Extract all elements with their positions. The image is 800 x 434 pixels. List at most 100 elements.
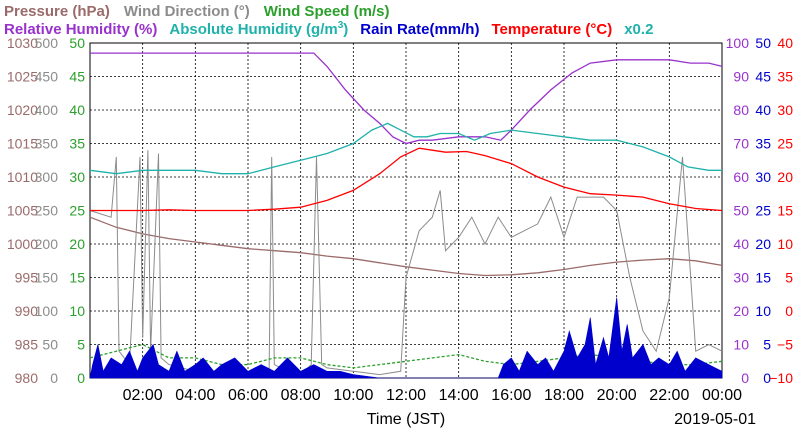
right-tick-relative-humidity: 20 [733,303,749,319]
legend: Pressure (hPa) Wind Direction (°) Wind Spe… [4,3,653,38]
left-tick-pressure: 985 [15,337,39,353]
x-tick-label: 02:00 [123,387,163,404]
x-tick-label: 14:00 [439,387,479,404]
left-tick-wind-direction: 500 [35,35,59,51]
right-tick-relative-humidity: 100 [726,35,750,51]
x-tick-label: 06:00 [228,387,268,404]
left-tick-wind-direction: 450 [35,69,59,85]
x-axis: 02:00 04:00 06:00 08:00 10:00 12:00 14:00 16:00… [123,387,756,428]
right-tick-rain-rate: 5 [763,337,771,353]
left-tick-wind-speed: 30 [69,169,85,185]
x-tick-label: 16:00 [491,387,531,404]
left-tick-wind-speed: 25 [69,203,85,219]
right-tick-relative-humidity: 50 [733,203,749,219]
series-temperature [90,147,723,212]
plot-area [89,52,723,379]
left-tick-wind-direction: 50 [42,337,58,353]
left-tick-pressure: 1020 [7,102,38,118]
right-tick-rain-rate: 30 [755,169,771,185]
left-tick-wind-direction: 150 [35,270,59,286]
right-tick-relative-humidity: 60 [733,169,749,185]
legend2-item-0: Relative Humidity (%) [4,21,157,38]
x-tick-label: 18:00 [544,387,584,404]
x-tick-label: 00:00 [702,387,742,404]
left-tick-pressure: 990 [15,303,39,319]
right-tick-rain-rate: 0 [763,370,771,386]
left-tick-wind-speed: 15 [69,270,85,286]
series-rain-rate [89,297,723,379]
right-tick-relative-humidity: 10 [733,337,749,353]
right-tick-relative-humidity: 90 [733,69,749,85]
left-tick-wind-direction: 200 [35,236,59,252]
x-axis-title: Time (JST) [367,411,446,428]
right-tick-rain-rate: 10 [755,303,771,319]
legend2-item-1: Absolute Humidity (g/m3) [169,20,348,38]
right-tick-temperature: 25 [777,136,793,152]
x-tick-label: 08:00 [281,387,321,404]
left-tick-wind-speed: 45 [69,69,85,85]
legend-item-1: Wind Direction (°) [124,3,250,20]
left-tick-wind-speed: 20 [69,236,85,252]
right-tick-temperature: 20 [777,169,793,185]
x-tick-label: 04:00 [175,387,215,404]
left-tick-pressure: 1015 [7,136,38,152]
legend2-item-2: Rain Rate(mm/h) [360,21,479,38]
right-tick-relative-humidity: 70 [733,136,749,152]
legend-item-2: Wind Speed (m/s) [264,3,390,20]
series-absolute-humidity-x0-2 [89,122,722,175]
right-tick-rain-rate: 25 [755,203,771,219]
left-tick-wind-direction: 400 [35,102,59,118]
chart-date: 2019-05-01 [674,411,756,428]
right-tick-relative-humidity: 30 [733,270,749,286]
legend2-item-3: Temperature (°C) [491,21,612,38]
right-tick-temperature: 10 [777,236,793,252]
right-tick-rain-rate: 15 [755,270,771,286]
x-tick-label: 10:00 [333,387,373,404]
legend2-item-4: x0.2 [624,21,653,38]
left-tick-pressure: 980 [15,370,39,386]
right-tick-temperature: 0 [785,303,793,319]
x-tick-label: 20:00 [597,387,637,404]
left-tick-wind-direction: 250 [35,203,59,219]
right-tick-rain-rate: 40 [755,102,771,118]
left-tick-pressure: 995 [15,270,39,286]
left-tick-wind-direction: 350 [35,136,59,152]
series-wind-direction [89,150,723,376]
right-tick-temperature: −10 [769,370,793,386]
right-axes: 1009080706050403020100504540353025201510… [726,35,794,386]
series-pressure [89,216,723,277]
right-tick-temperature: 15 [777,203,793,219]
left-tick-wind-speed: 0 [77,370,85,386]
left-tick-wind-direction: 300 [35,169,59,185]
right-tick-rain-rate: 50 [755,35,771,51]
left-tick-pressure: 1025 [7,69,38,85]
right-tick-rain-rate: 20 [755,236,771,252]
series-relative-humidity [90,52,723,145]
right-tick-relative-humidity: 80 [733,102,749,118]
left-tick-pressure: 1030 [7,35,38,51]
right-tick-temperature: −5 [777,337,793,353]
right-tick-rain-rate: 45 [755,69,771,85]
left-tick-wind-speed: 40 [69,102,85,118]
right-tick-temperature: 30 [777,102,793,118]
left-axes: 1030102510201015101010051000995990985980… [7,35,85,386]
left-tick-pressure: 1005 [7,203,38,219]
left-tick-wind-speed: 10 [69,303,85,319]
x-tick-label: 12:00 [386,387,426,404]
right-tick-temperature: 35 [777,69,793,85]
right-tick-relative-humidity: 40 [733,236,749,252]
left-tick-pressure: 1000 [7,236,38,252]
right-tick-rain-rate: 35 [755,136,771,152]
left-tick-wind-speed: 50 [69,35,85,51]
legend-item-0: Pressure (hPa) [4,3,110,20]
x-tick-label: 22:00 [649,387,689,404]
right-tick-temperature: 5 [785,270,793,286]
right-tick-relative-humidity: 0 [741,370,749,386]
left-tick-wind-direction: 100 [35,303,59,319]
left-tick-wind-speed: 35 [69,136,85,152]
left-tick-wind-direction: 0 [50,370,58,386]
right-tick-temperature: 40 [777,35,793,51]
left-tick-wind-speed: 5 [77,337,85,353]
